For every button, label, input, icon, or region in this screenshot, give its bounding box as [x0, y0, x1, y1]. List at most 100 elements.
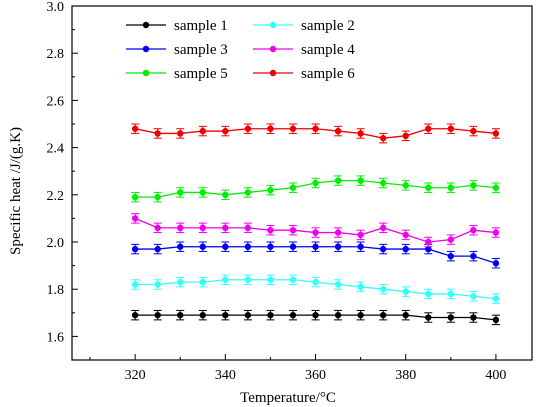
legend-label: sample 1 — [174, 18, 228, 34]
y-tick-label: 1.6 — [47, 330, 65, 345]
legend-item-4: sample 4 — [253, 42, 355, 58]
data-point — [334, 229, 342, 236]
y-tick-label: 2.4 — [47, 142, 65, 157]
data-point — [357, 231, 364, 239]
data-point — [312, 243, 319, 250]
y-tick-label: 3.0 — [47, 0, 65, 15]
data-point — [154, 224, 161, 232]
data-point — [334, 281, 342, 288]
legend-marker — [269, 21, 277, 29]
y-tick-label: 2.0 — [47, 236, 65, 251]
data-point — [131, 215, 139, 222]
legend-label: sample 5 — [174, 66, 228, 82]
data-point — [312, 179, 319, 187]
y-tick-label: 1.8 — [47, 283, 65, 298]
data-point — [222, 191, 229, 198]
data-point — [244, 276, 252, 283]
data-point — [492, 130, 500, 137]
data-point — [222, 127, 229, 135]
plot-frame — [71, 5, 533, 361]
data-point — [222, 311, 229, 319]
data-point — [199, 127, 206, 135]
x-tick-label: 400 — [485, 368, 506, 383]
data-point — [470, 127, 477, 135]
data-point — [402, 231, 409, 239]
data-point — [357, 283, 364, 291]
data-point — [492, 229, 500, 236]
data-point — [312, 229, 319, 236]
legend-item-5: sample 5 — [126, 66, 228, 82]
data-point — [402, 288, 409, 295]
data-point — [425, 245, 432, 253]
data-point — [267, 186, 274, 194]
data-point — [379, 224, 387, 232]
data-point — [289, 227, 297, 234]
legend-marker — [269, 69, 277, 77]
data-point — [244, 224, 252, 232]
data-point — [289, 243, 297, 250]
data-point — [402, 182, 409, 189]
legend: sample 1 sample 2 sample 3 sample 4 sample 5… — [126, 18, 355, 82]
data-point — [177, 243, 184, 250]
data-point — [154, 193, 161, 201]
data-point — [447, 290, 455, 298]
data-point — [334, 311, 342, 319]
data-point — [177, 189, 184, 196]
data-point — [222, 276, 229, 283]
data-point — [312, 278, 319, 286]
data-point — [131, 311, 139, 319]
series-5 — [131, 175, 500, 203]
data-point — [267, 311, 274, 319]
data-point — [267, 125, 274, 132]
legend-item-2: sample 2 — [253, 18, 355, 34]
x-tick-label: 320 — [125, 368, 146, 383]
data-point — [357, 130, 364, 137]
legend-label: sample 4 — [301, 42, 355, 58]
y-tick-label: 2.2 — [47, 189, 65, 204]
legend-item-3: sample 3 — [126, 42, 228, 58]
data-point — [222, 243, 229, 250]
data-point — [470, 293, 477, 300]
data-point — [177, 311, 184, 319]
legend-label: sample 3 — [174, 42, 228, 58]
data-point — [312, 311, 319, 319]
x-tick-label: 340 — [215, 368, 236, 383]
data-point — [289, 125, 297, 132]
legend-label: sample 6 — [301, 66, 355, 82]
data-point — [357, 177, 364, 184]
data-point — [199, 224, 206, 232]
data-point — [402, 245, 409, 253]
legend-marker — [142, 69, 150, 77]
x-tick-label: 360 — [305, 368, 326, 383]
data-point — [199, 311, 206, 319]
data-point — [289, 311, 297, 319]
data-point — [267, 243, 274, 250]
data-point — [402, 132, 409, 139]
data-point — [402, 311, 409, 319]
data-point — [425, 125, 432, 132]
data-point — [425, 290, 432, 298]
data-point — [470, 227, 477, 234]
data-point — [267, 227, 274, 234]
data-point — [199, 243, 206, 250]
data-point — [267, 276, 274, 283]
data-point — [447, 125, 455, 132]
data-point — [492, 295, 500, 302]
data-point — [334, 243, 342, 250]
series-6 — [131, 123, 500, 144]
data-point — [289, 184, 297, 191]
data-point — [379, 179, 387, 187]
data-point — [492, 316, 500, 324]
legend-item-1: sample 1 — [126, 18, 228, 34]
data-point — [379, 311, 387, 319]
data-point — [289, 276, 297, 283]
data-point — [379, 134, 387, 142]
x-tick-label: 380 — [395, 368, 416, 383]
data-point — [425, 184, 432, 191]
data-point — [244, 243, 252, 250]
data-point — [177, 278, 184, 286]
data-point — [177, 224, 184, 232]
legend-marker — [142, 21, 150, 29]
series-4 — [131, 213, 500, 248]
data-point — [425, 314, 432, 321]
